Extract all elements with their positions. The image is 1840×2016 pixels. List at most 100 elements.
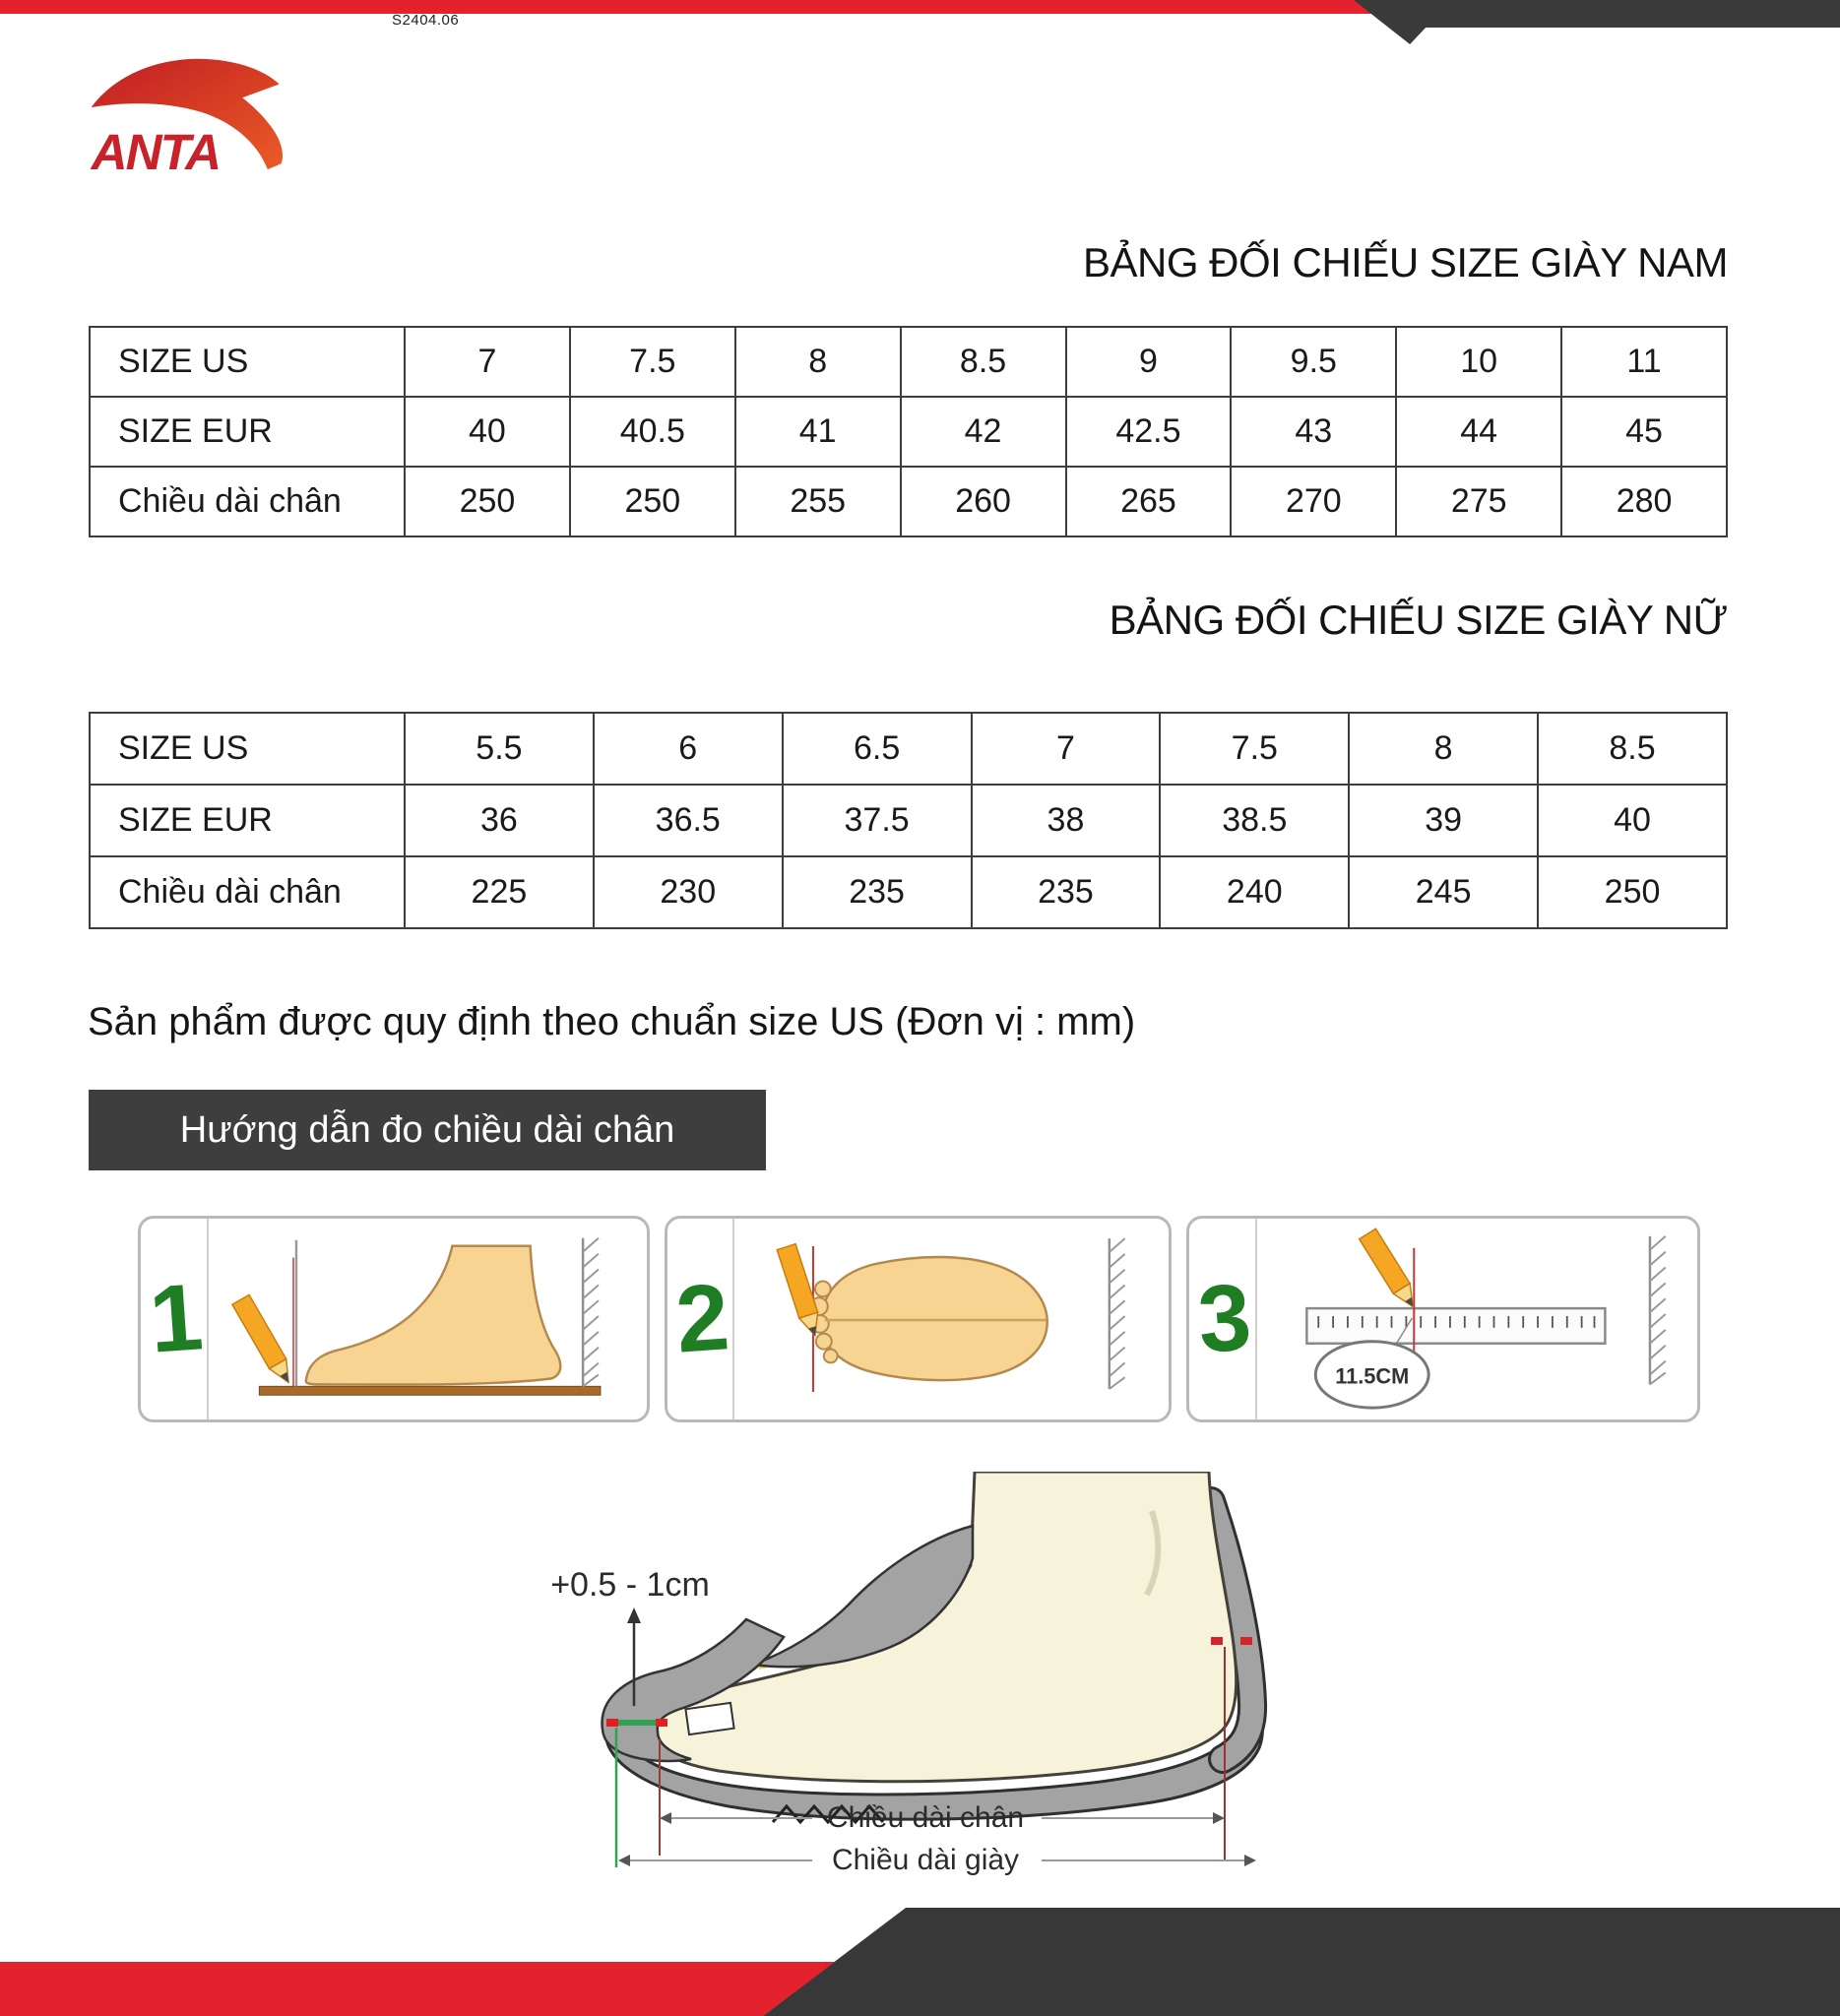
measuring-guide-banner: Hướng dẫn đo chiều dài chân bbox=[89, 1090, 766, 1170]
size-value-cell: 250 bbox=[1537, 855, 1728, 929]
leg-shading bbox=[1144, 1510, 1162, 1597]
row-label: Chiều dài chân bbox=[89, 855, 406, 929]
gap-marker-green bbox=[618, 1720, 656, 1726]
foot-top-icon bbox=[819, 1255, 1048, 1382]
size-value-cell: 44 bbox=[1395, 396, 1563, 468]
size-value-cell: 6 bbox=[592, 712, 784, 786]
row-label: SIZE EUR bbox=[89, 396, 406, 468]
ruler-ticks bbox=[1317, 1316, 1596, 1328]
callout-circle bbox=[1313, 1340, 1430, 1410]
step3-ruler-illustration: 11.5CM bbox=[1305, 1228, 1667, 1410]
gap-marker-red-left bbox=[606, 1719, 618, 1727]
table-row: SIZE EUR 36 36.5 37.5 38 38.5 39 40 bbox=[89, 784, 1728, 857]
size-value-cell: 6.5 bbox=[781, 712, 973, 786]
size-value-cell: 37.5 bbox=[781, 784, 973, 857]
size-value-cell: 8.5 bbox=[1537, 712, 1728, 786]
pencil-icon bbox=[1358, 1228, 1415, 1308]
size-value-cell: 275 bbox=[1395, 466, 1563, 537]
size-value-cell: 9 bbox=[1064, 326, 1233, 398]
allowance-arrowhead bbox=[627, 1607, 641, 1623]
bottom-dark-shape bbox=[762, 1907, 1840, 2016]
step-3-box: 3 11.5CM bbox=[1186, 1216, 1700, 1422]
top-dark-corner-shape bbox=[1354, 0, 1840, 44]
table-row: SIZE US 7 7.5 8 8.5 9 9.5 10 11 bbox=[89, 326, 1728, 398]
size-value-cell: 42 bbox=[899, 396, 1067, 468]
anta-wordmark: ANTA bbox=[90, 124, 221, 177]
row-label: SIZE US bbox=[89, 326, 406, 398]
women-size-table-title: BẢNG ĐỐI CHIẾU SIZE GIÀY NỮ bbox=[1109, 597, 1729, 643]
size-value-cell: 5.5 bbox=[404, 712, 595, 786]
size-value-cell: 42.5 bbox=[1064, 396, 1233, 468]
size-value-cell: 40 bbox=[1537, 784, 1728, 857]
step1-foot-side-illustration bbox=[230, 1237, 602, 1396]
size-value-cell: 8.5 bbox=[899, 326, 1067, 398]
heel-marker-red-right bbox=[1240, 1637, 1252, 1645]
size-value-cell: 36 bbox=[404, 784, 595, 857]
callout-leader bbox=[1395, 1317, 1413, 1345]
size-value-cell: 8 bbox=[1348, 712, 1540, 786]
foot-side-icon bbox=[304, 1244, 562, 1386]
row-label: SIZE US bbox=[89, 712, 406, 786]
pencil-icon bbox=[776, 1242, 819, 1338]
table-row: SIZE US 5.5 6 6.5 7 7.5 8 8.5 bbox=[89, 712, 1728, 786]
row-label: Chiều dài chân bbox=[89, 466, 406, 537]
gap-marker-red-right bbox=[656, 1719, 667, 1727]
size-value-cell: 225 bbox=[404, 855, 595, 929]
standard-note: Sản phẩm được quy định theo chuẩn size U… bbox=[88, 1000, 1136, 1043]
size-value-cell: 260 bbox=[899, 466, 1067, 537]
step-divider-line bbox=[732, 1219, 735, 1419]
table-row: SIZE EUR 40 40.5 41 42 42.5 43 44 45 bbox=[89, 396, 1728, 468]
step-2-box: 2 bbox=[665, 1216, 1172, 1422]
row-label: SIZE EUR bbox=[89, 784, 406, 857]
size-value-cell: 38 bbox=[970, 784, 1162, 857]
size-value-cell: 245 bbox=[1348, 855, 1540, 929]
size-value-cell: 41 bbox=[733, 396, 902, 468]
dim-arrow bbox=[1244, 1855, 1256, 1866]
size-value-cell: 39 bbox=[1348, 784, 1540, 857]
wall-hatch-icon bbox=[581, 1237, 600, 1388]
size-value-cell: 280 bbox=[1560, 466, 1728, 537]
heel-counter bbox=[1199, 1489, 1265, 1771]
table-row: Chiều dài chân 225 230 235 235 240 245 250 bbox=[89, 855, 1728, 929]
bottom-red-bar bbox=[0, 1962, 835, 2016]
anta-swoosh-icon bbox=[91, 58, 284, 170]
step-divider-line bbox=[1255, 1219, 1258, 1419]
size-value-cell: 43 bbox=[1230, 396, 1398, 468]
step-divider-line bbox=[206, 1219, 209, 1419]
size-value-cell: 7.5 bbox=[568, 326, 736, 398]
size-value-cell: 7 bbox=[404, 326, 571, 398]
foot-in-shoe-diagram: +0.5 - 1cm Chiều dài chân Chiều dài giày bbox=[423, 1470, 1378, 1876]
ruler-measurement-label: 11.5CM bbox=[1335, 1363, 1409, 1388]
men-size-table-title: BẢNG ĐỐI CHIẾU SIZE GIÀY NAM bbox=[1082, 239, 1729, 285]
pencil-icon bbox=[230, 1293, 289, 1384]
women-size-table: SIZE US 5.5 6 6.5 7 7.5 8 8.5 SIZE EUR 36 36.5 37.5… bbox=[89, 712, 1728, 929]
table-row: Chiều dài chân 250 250 255 260 265 270 275 280 bbox=[89, 466, 1728, 537]
shoe-length-label: Chiều dài giày bbox=[832, 1844, 1019, 1875]
step2-foot-top-illustration bbox=[776, 1237, 1126, 1392]
heel-marker-red-left bbox=[1211, 1637, 1223, 1645]
size-value-cell: 235 bbox=[781, 855, 973, 929]
size-value-cell: 7.5 bbox=[1159, 712, 1351, 786]
size-value-cell: 270 bbox=[1230, 466, 1398, 537]
anta-logo-graphic: ANTA bbox=[90, 58, 284, 180]
size-value-cell: 40 bbox=[404, 396, 571, 468]
wall-hatch-icon bbox=[1108, 1237, 1126, 1390]
size-value-cell: 11 bbox=[1560, 326, 1728, 398]
size-value-cell: 250 bbox=[568, 466, 736, 537]
size-value-cell: 38.5 bbox=[1159, 784, 1351, 857]
men-size-table: SIZE US 7 7.5 8 8.5 9 9.5 10 11 SIZE EUR 40 40.5 41 4… bbox=[89, 326, 1728, 537]
shoe-cross-section-illustration: +0.5 - 1cm Chiều dài chân Chiều dài giày bbox=[550, 1470, 1268, 1876]
dim-arrow bbox=[660, 1812, 671, 1824]
size-value-cell: 8 bbox=[733, 326, 902, 398]
size-value-cell: 9.5 bbox=[1230, 326, 1398, 398]
size-value-cell: 230 bbox=[592, 855, 784, 929]
size-value-cell: 250 bbox=[404, 466, 571, 537]
size-value-cell: 265 bbox=[1064, 466, 1233, 537]
size-value-cell: 45 bbox=[1560, 396, 1728, 468]
allowance-label: +0.5 - 1cm bbox=[550, 1566, 710, 1604]
size-value-cell: 240 bbox=[1159, 855, 1351, 929]
sole-tread-zigzag bbox=[771, 1803, 885, 1825]
size-value-cell: 7 bbox=[970, 712, 1162, 786]
step-1-box: 1 bbox=[138, 1216, 650, 1422]
